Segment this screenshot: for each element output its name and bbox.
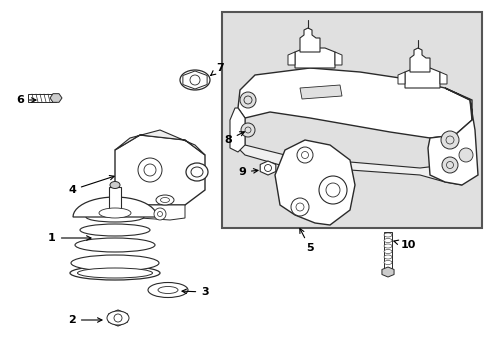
Text: 8: 8 [224, 132, 244, 145]
Circle shape [240, 92, 256, 108]
Circle shape [244, 127, 250, 133]
Circle shape [458, 148, 472, 162]
Ellipse shape [107, 311, 129, 325]
Ellipse shape [185, 163, 207, 181]
Bar [383, 232, 391, 270]
Circle shape [318, 176, 346, 204]
Circle shape [296, 147, 312, 163]
Circle shape [154, 208, 165, 220]
Circle shape [290, 198, 308, 216]
Ellipse shape [191, 167, 203, 177]
Polygon shape [183, 71, 207, 89]
Polygon shape [427, 88, 477, 185]
Circle shape [440, 131, 458, 149]
Circle shape [138, 158, 162, 182]
Ellipse shape [383, 233, 391, 237]
Circle shape [446, 162, 452, 168]
Polygon shape [439, 72, 446, 84]
Circle shape [190, 75, 200, 85]
Polygon shape [140, 205, 184, 220]
Polygon shape [50, 94, 62, 102]
Polygon shape [238, 68, 471, 138]
Polygon shape [115, 135, 204, 205]
Circle shape [157, 211, 162, 216]
Ellipse shape [110, 181, 120, 189]
Bar [28, 94, 56, 102]
Circle shape [114, 314, 122, 322]
Ellipse shape [185, 74, 203, 86]
Circle shape [445, 136, 453, 144]
Polygon shape [409, 48, 429, 72]
Ellipse shape [75, 238, 155, 252]
Ellipse shape [160, 198, 169, 202]
Text: 5: 5 [299, 229, 313, 253]
Polygon shape [397, 72, 404, 84]
Ellipse shape [383, 244, 391, 248]
Ellipse shape [148, 283, 187, 297]
Polygon shape [260, 161, 275, 175]
Ellipse shape [383, 249, 391, 253]
Ellipse shape [383, 255, 391, 259]
Ellipse shape [180, 70, 209, 90]
Text: 10: 10 [393, 240, 415, 250]
Text: 2: 2 [68, 315, 102, 325]
Ellipse shape [383, 238, 391, 243]
Polygon shape [287, 52, 294, 65]
Circle shape [244, 96, 251, 104]
Polygon shape [229, 108, 244, 152]
Circle shape [264, 165, 271, 171]
Circle shape [295, 203, 304, 211]
Ellipse shape [80, 224, 150, 236]
Circle shape [441, 157, 457, 173]
Circle shape [143, 164, 156, 176]
Ellipse shape [383, 261, 391, 265]
Polygon shape [334, 52, 341, 65]
Bar [109, 187, 121, 215]
Ellipse shape [156, 195, 174, 205]
Ellipse shape [86, 212, 143, 222]
Circle shape [325, 183, 339, 197]
Ellipse shape [70, 266, 160, 280]
Polygon shape [381, 267, 393, 277]
Polygon shape [238, 118, 461, 185]
Ellipse shape [71, 255, 159, 271]
Polygon shape [115, 130, 204, 155]
Ellipse shape [99, 208, 131, 218]
Text: 9: 9 [238, 167, 258, 177]
Ellipse shape [158, 287, 178, 293]
Text: 1: 1 [48, 233, 91, 243]
Circle shape [301, 152, 308, 158]
Polygon shape [294, 48, 334, 68]
Circle shape [241, 123, 254, 137]
Polygon shape [73, 197, 157, 217]
Polygon shape [108, 310, 127, 326]
Polygon shape [299, 85, 341, 99]
Text: 6: 6 [16, 95, 36, 105]
Text: 3: 3 [182, 287, 208, 297]
Polygon shape [299, 28, 319, 52]
Ellipse shape [77, 268, 152, 278]
Text: 4: 4 [68, 176, 114, 195]
Text: 7: 7 [210, 63, 224, 75]
Bar [222, 12, 481, 228]
Polygon shape [274, 140, 354, 225]
Polygon shape [404, 68, 439, 88]
